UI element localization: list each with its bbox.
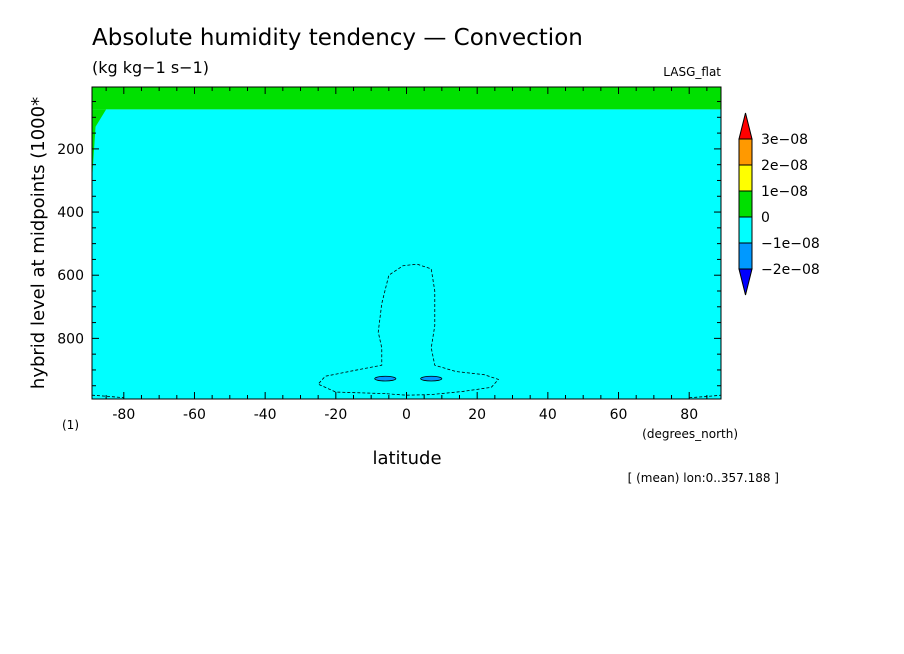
x-tick-label: -20 bbox=[324, 407, 347, 423]
legend-label: −2e−08 bbox=[761, 262, 820, 278]
y-tick-label: 200 bbox=[57, 142, 84, 158]
legend-swatch-bottom bbox=[738, 268, 753, 296]
x-tick-label: 0 bbox=[402, 407, 411, 423]
y-tick-label: 600 bbox=[57, 268, 84, 284]
contour-line-0 bbox=[317, 263, 500, 396]
y-axis-label: hybrid level at midpoints (1000* bbox=[28, 97, 49, 389]
y-axis: 200 400 600 800 bbox=[57, 101, 721, 387]
y-tick-label: 800 bbox=[57, 331, 84, 347]
chart-units: (kg kg−1 s−1) bbox=[92, 58, 209, 77]
legend-swatch bbox=[738, 216, 753, 244]
legend-label: 0 bbox=[761, 210, 770, 226]
legend-label: 3e−08 bbox=[761, 132, 808, 148]
footnote: [ (mean) lon:0..357.188 ] bbox=[628, 471, 779, 485]
x-tick-label: 80 bbox=[680, 407, 698, 423]
plot-area bbox=[91, 86, 722, 400]
y-axis-units: (1) bbox=[62, 418, 79, 432]
x-tick-label: -80 bbox=[112, 407, 135, 423]
fill-region-edge bbox=[92, 109, 107, 181]
x-tick-label: -40 bbox=[254, 407, 277, 423]
x-tick-label: -60 bbox=[183, 407, 206, 423]
legend-swatch bbox=[738, 164, 753, 192]
model-label: LASG_flat bbox=[663, 65, 721, 79]
x-axis-label: latitude bbox=[372, 448, 441, 469]
contour-blob-0 bbox=[374, 375, 397, 382]
legend-label: −1e−08 bbox=[761, 236, 820, 252]
legend-swatch bbox=[738, 242, 753, 270]
legend-label: 1e−08 bbox=[761, 184, 808, 200]
y-tick-label: 400 bbox=[57, 205, 84, 221]
legend-label: 2e−08 bbox=[761, 158, 808, 174]
x-axis: -80 -60 -40 -20 0 20 40 60 80 bbox=[105, 87, 708, 423]
contour-line-1 bbox=[91, 394, 124, 399]
legend-swatch bbox=[738, 138, 753, 166]
fill-region-0 bbox=[92, 87, 721, 110]
chart-title: Absolute humidity tendency — Convection bbox=[92, 25, 583, 51]
x-tick-label: 40 bbox=[539, 407, 557, 423]
colorbar-legend: 3e−08 2e−08 1e−08 0 −1e−08 −2e−08 bbox=[738, 112, 820, 296]
contour-blob-1 bbox=[420, 375, 443, 382]
legend-swatch-top bbox=[738, 112, 753, 140]
legend-swatch bbox=[738, 190, 753, 218]
x-axis-units: (degrees_north) bbox=[642, 427, 738, 441]
x-tick-label: 20 bbox=[468, 407, 486, 423]
x-tick-label: 60 bbox=[610, 407, 628, 423]
fill-region-1 bbox=[92, 109, 721, 399]
